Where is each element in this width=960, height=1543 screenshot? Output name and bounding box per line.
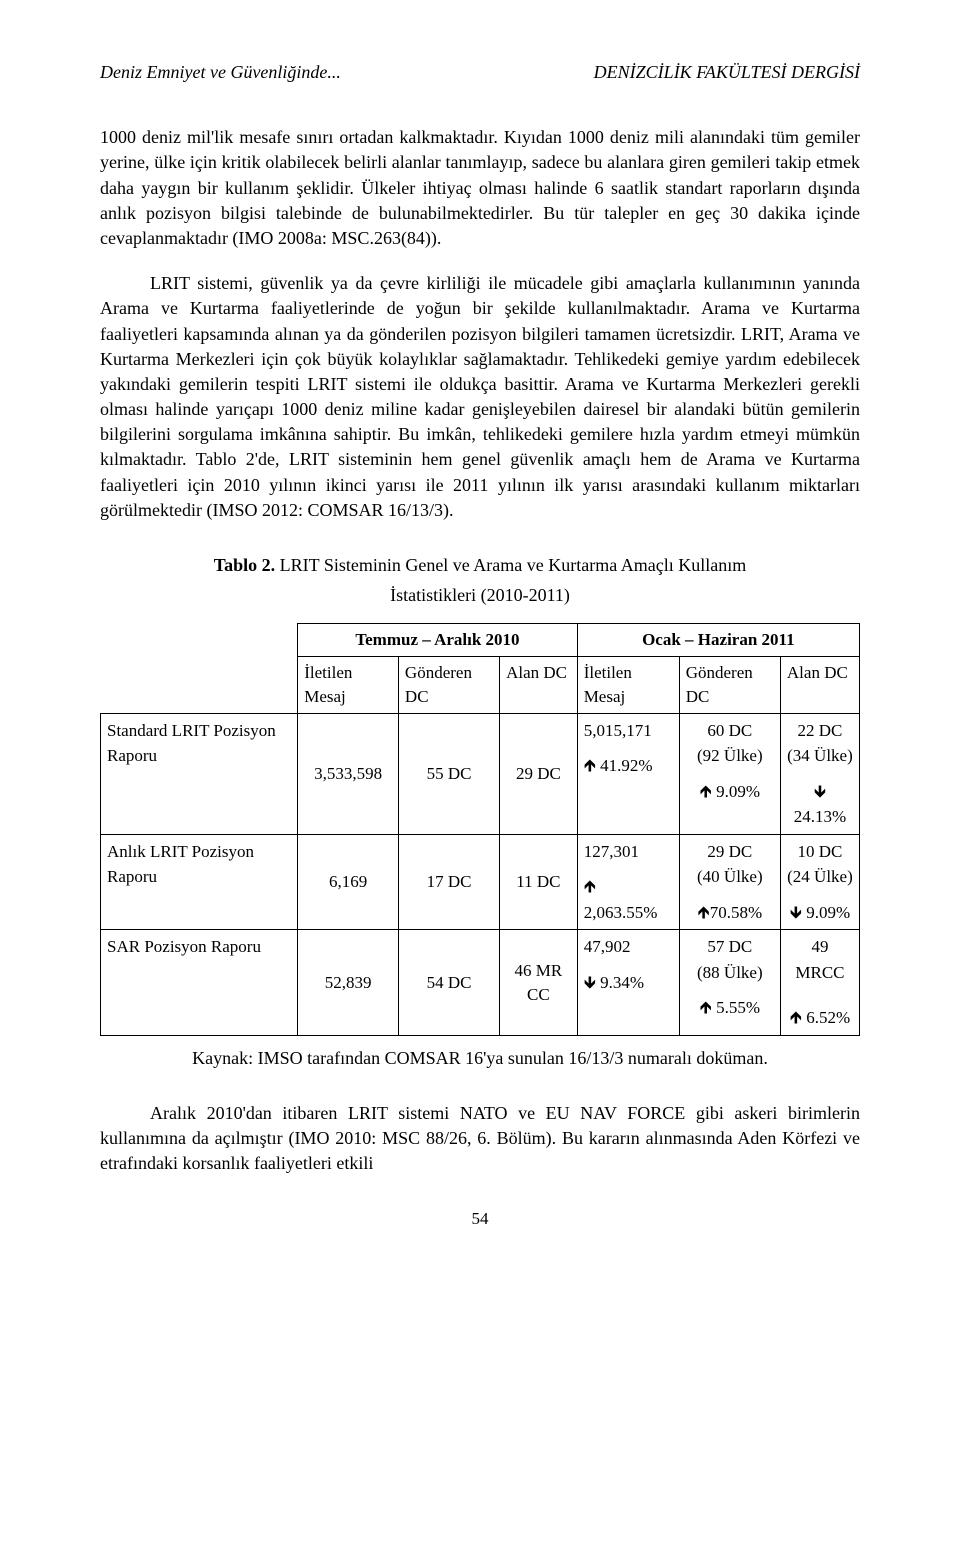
table-row: SAR Pozisyon Raporu 52,839 54 DC 46 MR C… [101, 930, 860, 1036]
row2-c2: 17 DC [398, 834, 499, 930]
col-gonderen-1: Gönderen DC [398, 657, 499, 714]
row2-c6c: 🡻 9.09% [787, 900, 853, 926]
row3-c5a: 57 DC [686, 934, 774, 960]
row1-c4: 5,015,171 🡹 41.92% [577, 713, 679, 834]
row1-c5a: 60 DC [686, 718, 774, 744]
row1-c5c: 🡹 9.09% [686, 779, 774, 805]
paragraph-1: 1000 deniz mil'lik mesafe sınırı ortadan… [100, 125, 860, 251]
header-right: DENİZCİLİK FAKÜLTESİ DERGİSİ [594, 60, 860, 85]
row2-c6: 10 DC (24 Ülke) 🡻 9.09% [780, 834, 859, 930]
row3-c4b: 🡻 9.34% [584, 970, 673, 996]
row1-label: Standard LRIT Pozisyon Raporu [101, 713, 298, 834]
row1-c1: 3,533,598 [298, 713, 399, 834]
row2-c3: 11 DC [500, 834, 578, 930]
table-column-row: İletilen Mesaj Gönderen DC Alan DC İleti… [101, 657, 860, 714]
row3-c5c: 🡹 5.55% [686, 995, 774, 1021]
table-source: Kaynak: IMSO tarafından COMSAR 16'ya sun… [100, 1046, 860, 1071]
table-title: Tablo 2. LRIT Sisteminin Genel ve Arama … [100, 553, 860, 578]
paragraph-2: LRIT sistemi, güvenlik ya da çevre kirli… [100, 271, 860, 523]
row2-label: Anlık LRIT Pozisyon Raporu [101, 834, 298, 930]
empty-cell [101, 657, 298, 714]
row2-c4a: 127,301 [584, 839, 673, 865]
row2-c1: 6,169 [298, 834, 399, 930]
row3-c4a: 47,902 [584, 934, 673, 960]
row1-c2: 55 DC [398, 713, 499, 834]
row3-c4: 47,902 🡻 9.34% [577, 930, 679, 1036]
row1-c6a: 22 DC [787, 718, 853, 744]
row3-c2: 54 DC [398, 930, 499, 1036]
row2-c5b: (40 Ülke) [686, 864, 774, 890]
lrit-table: Temmuz – Aralık 2010 Ocak – Haziran 2011… [100, 623, 860, 1035]
col-alan-2: Alan DC [780, 657, 859, 714]
row3-c6: 49 MRCC 🡹 6.52% [780, 930, 859, 1036]
table-title-rest: LRIT Sisteminin Genel ve Arama ve Kurtar… [275, 555, 746, 575]
row3-label: SAR Pozisyon Raporu [101, 930, 298, 1036]
table-subtitle: İstatistikleri (2010-2011) [100, 583, 860, 608]
row2-c5a: 29 DC [686, 839, 774, 865]
row1-c6: 22 DC (34 Ülke) 🡻 24.13% [780, 713, 859, 834]
header-left: Deniz Emniyet ve Güvenliğinde... [100, 60, 341, 85]
col-iletilen-2: İletilen Mesaj [577, 657, 679, 714]
row3-c3: 46 MR CC [500, 930, 578, 1036]
row3-c6a: 49 MRCC [787, 934, 853, 985]
row1-c4b: 🡹 41.92% [584, 753, 673, 779]
paragraph-3: Aralık 2010'dan itibaren LRIT sistemi NA… [100, 1101, 860, 1177]
row1-c5: 60 DC (92 Ülke) 🡹 9.09% [679, 713, 780, 834]
page-header: Deniz Emniyet ve Güvenliğinde... DENİZCİ… [100, 60, 860, 85]
row2-c4b: 🡹 2,063.55% [584, 874, 673, 925]
row1-c6c: 🡻 24.13% [787, 779, 853, 830]
row3-c5b: (88 Ülke) [686, 960, 774, 986]
row2-c4: 127,301 🡹 2,063.55% [577, 834, 679, 930]
row3-c6c: 🡹 6.52% [787, 1005, 853, 1031]
row1-c6b: (34 Ülke) [787, 743, 853, 769]
row1-c5b: (92 Ülke) [686, 743, 774, 769]
table-row: Standard LRIT Pozisyon Raporu 3,533,598 … [101, 713, 860, 834]
row2-c6a: 10 DC [787, 839, 853, 865]
col-alan-1: Alan DC [500, 657, 578, 714]
empty-cell [101, 624, 298, 657]
row2-c6b: (24 Ülke) [787, 864, 853, 890]
period-1: Temmuz – Aralık 2010 [298, 624, 577, 657]
row2-c5: 29 DC (40 Ülke) 🡹70.58% [679, 834, 780, 930]
period-2: Ocak – Haziran 2011 [577, 624, 859, 657]
row1-c3: 29 DC [500, 713, 578, 834]
row2-c5c: 🡹70.58% [686, 900, 774, 926]
page-number: 54 [100, 1207, 860, 1231]
row3-c5: 57 DC (88 Ülke) 🡹 5.55% [679, 930, 780, 1036]
row3-c1: 52,839 [298, 930, 399, 1036]
table-title-bold: Tablo 2. [214, 555, 275, 575]
col-iletilen-1: İletilen Mesaj [298, 657, 399, 714]
row1-c4a: 5,015,171 [584, 718, 673, 744]
col-gonderen-2: Gönderen DC [679, 657, 780, 714]
table-period-row: Temmuz – Aralık 2010 Ocak – Haziran 2011 [101, 624, 860, 657]
table-row: Anlık LRIT Pozisyon Raporu 6,169 17 DC 1… [101, 834, 860, 930]
